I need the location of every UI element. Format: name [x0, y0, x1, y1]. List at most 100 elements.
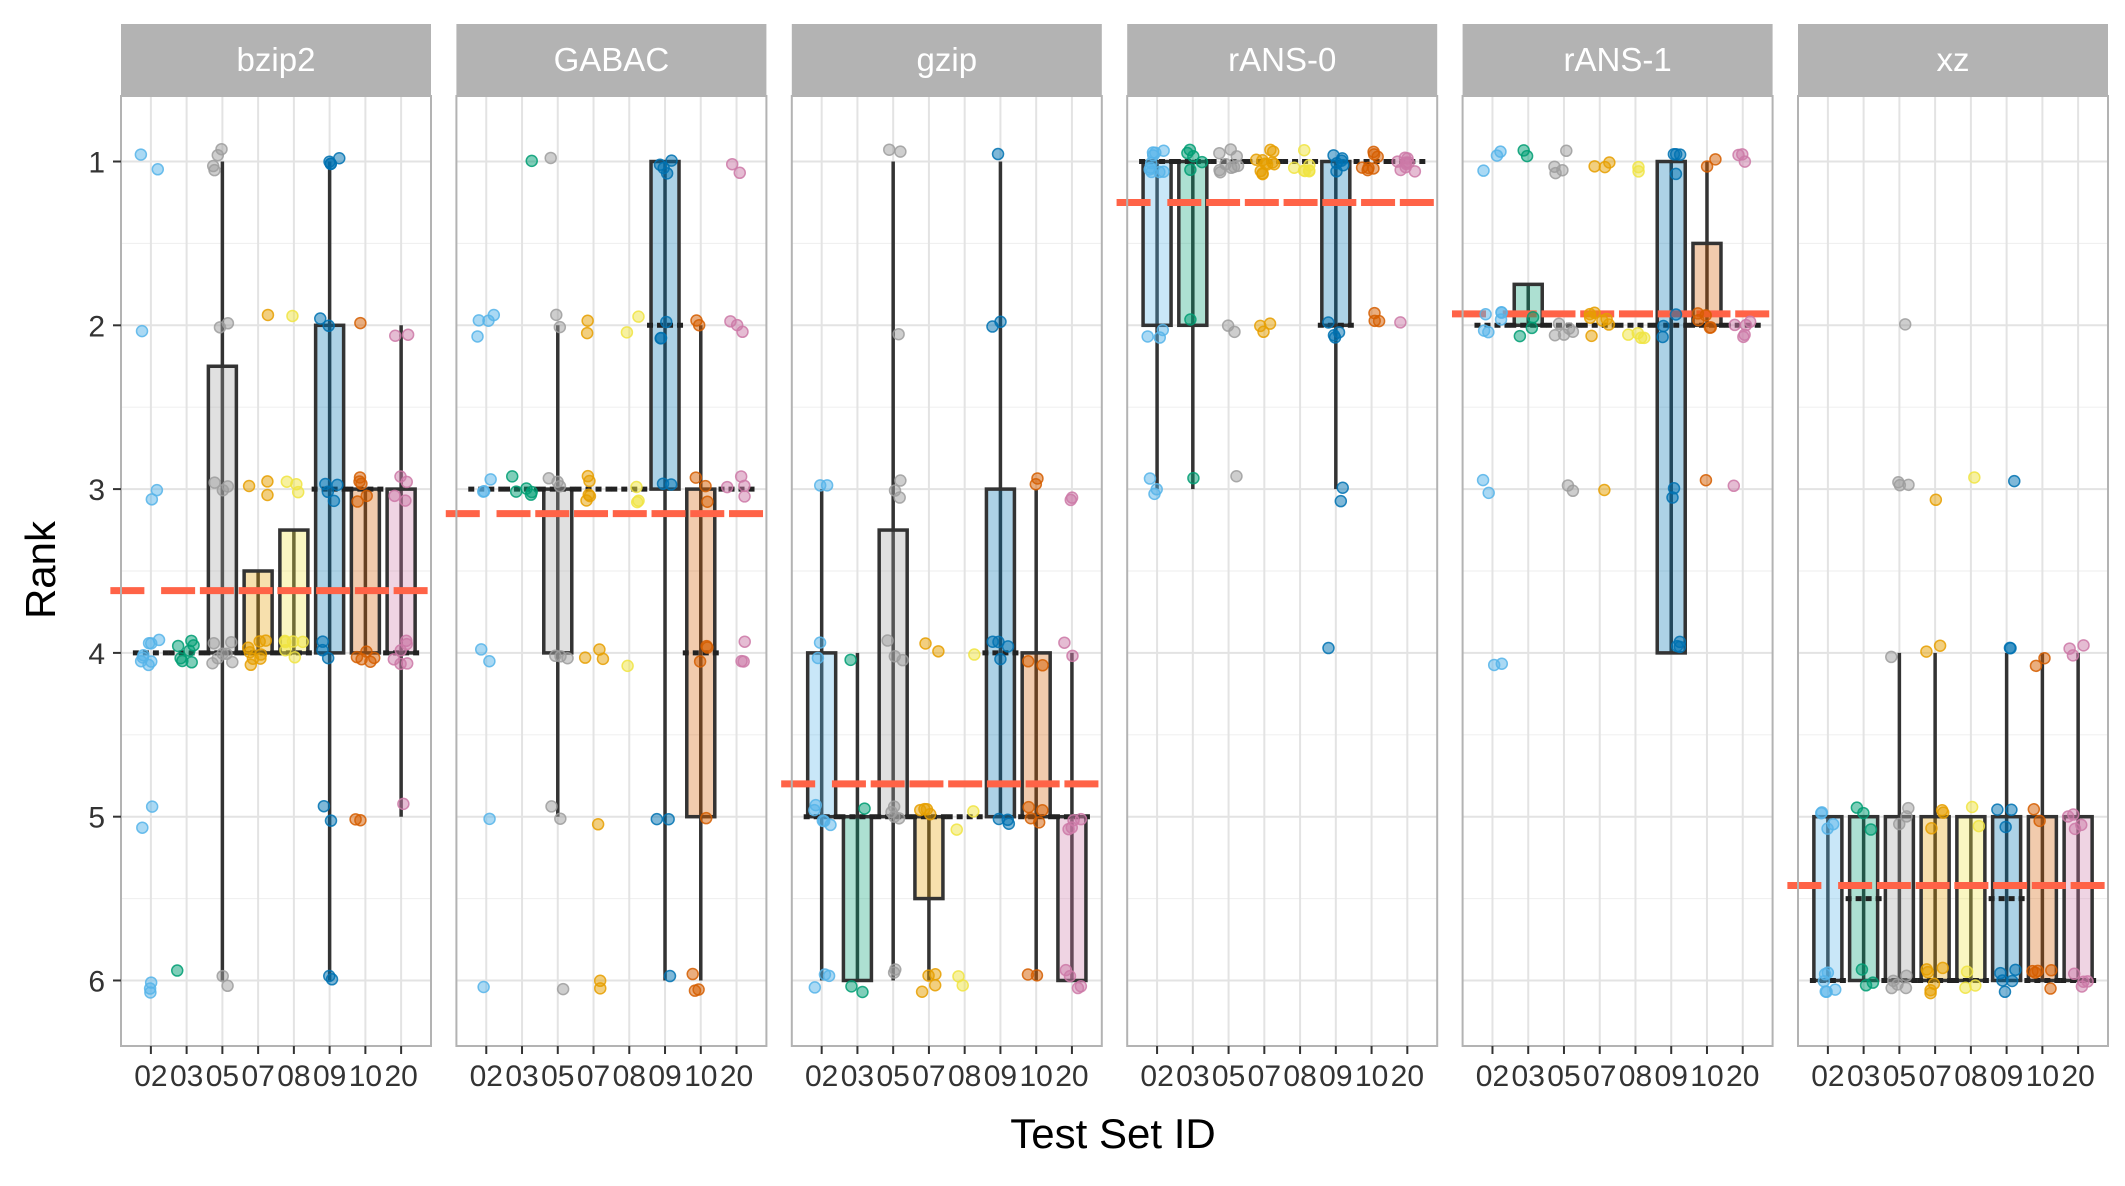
facet-strip-label: rANS-0 — [1228, 41, 1336, 78]
data-point — [994, 652, 1007, 666]
data-point — [242, 479, 256, 493]
panel-border — [1461, 95, 1774, 1047]
data-point — [351, 495, 364, 508]
data-point — [135, 324, 149, 338]
box — [877, 528, 909, 819]
data-point — [145, 493, 159, 506]
data-point — [1864, 823, 1878, 836]
panel-border — [455, 95, 768, 1047]
data-point — [477, 485, 491, 498]
panel-border — [120, 95, 432, 1047]
data-point — [2008, 474, 2021, 488]
data-point — [1820, 985, 1833, 999]
box — [1847, 814, 1880, 983]
data-point — [1482, 486, 1495, 500]
data-point — [1598, 483, 1611, 497]
data-point — [994, 315, 1007, 329]
x-tick-label: 03 — [841, 1060, 874, 1093]
data-point — [323, 969, 336, 983]
data-point — [1560, 144, 1573, 158]
data-point — [813, 636, 827, 649]
data-point — [1965, 800, 1979, 814]
data-point — [296, 635, 310, 649]
data-point — [701, 641, 714, 654]
data-point — [956, 979, 969, 992]
data-point — [145, 800, 159, 813]
data-point — [1322, 316, 1335, 329]
facet-strip-label: gzip — [917, 41, 978, 78]
data-point — [1700, 160, 1714, 173]
data-point — [321, 651, 335, 665]
x-tick-label: 08 — [1619, 1060, 1652, 1093]
data-point — [1322, 641, 1335, 655]
data-point — [883, 143, 896, 156]
data-point — [1960, 965, 1974, 979]
data-point — [215, 142, 228, 156]
data-point — [505, 470, 519, 483]
data-point — [1334, 494, 1348, 508]
data-point — [2009, 963, 2022, 977]
data-point — [662, 812, 675, 826]
box — [1655, 159, 1687, 655]
x-tick-label: 08 — [1954, 1060, 1987, 1093]
x-tick-label: 05 — [206, 1060, 239, 1093]
data-point — [319, 477, 332, 491]
data-point — [894, 474, 907, 487]
box — [913, 814, 945, 901]
data-point — [185, 634, 198, 648]
data-point — [1495, 306, 1508, 319]
box — [2062, 814, 2094, 983]
data-point — [1153, 331, 1167, 344]
data-point — [1482, 325, 1495, 339]
facet-panel-rans-0: rANS-0 02 03 05 07 08 09 10 20 — [1116, 24, 1439, 1093]
data-point — [355, 477, 368, 491]
data-point — [1327, 149, 1340, 162]
data-point — [630, 480, 643, 494]
box — [1056, 814, 1088, 983]
data-point — [1254, 164, 1267, 178]
x-tick-label: 08 — [277, 1060, 310, 1093]
data-point — [1924, 983, 1937, 997]
data-point — [327, 494, 341, 508]
y-tick-label: 6 — [88, 965, 105, 998]
facet-strip — [1127, 24, 1438, 96]
x-tick-label: 20 — [1055, 1060, 1088, 1093]
data-point — [1850, 801, 1864, 814]
facet-panel-bzip2: bzip2 02 03 05 07 08 09 10 20 — [110, 24, 432, 1093]
x-tick-label: 20 — [384, 1060, 417, 1093]
x-tick-label: 20 — [1391, 1060, 1424, 1093]
data-point — [2029, 659, 2043, 673]
data-point — [720, 480, 734, 494]
data-point — [400, 657, 414, 670]
panel-border — [1797, 95, 2109, 1047]
facet-strip-label: bzip2 — [237, 41, 316, 78]
y-tick-label: 4 — [88, 638, 105, 671]
data-point — [1669, 167, 1683, 181]
data-point — [1666, 491, 1679, 504]
data-point — [818, 968, 832, 981]
data-point — [1959, 981, 1972, 995]
data-point — [556, 982, 570, 996]
data-point — [487, 308, 501, 322]
data-point — [1821, 822, 1834, 835]
data-point — [2061, 810, 2075, 823]
data-point — [144, 637, 158, 650]
box — [206, 364, 239, 655]
data-point — [1673, 148, 1687, 161]
data-point — [738, 635, 751, 648]
data-point — [354, 316, 367, 330]
data-point — [400, 637, 413, 651]
data-point — [1297, 143, 1311, 157]
x-tick-label: 02 — [134, 1060, 167, 1093]
data-point — [1596, 314, 1609, 327]
data-point — [136, 821, 149, 834]
data-point — [520, 482, 533, 495]
data-point — [401, 328, 415, 341]
data-point — [2044, 982, 2057, 995]
data-point — [1477, 164, 1490, 177]
data-point — [1699, 473, 1713, 487]
x-tick-label: 10 — [349, 1060, 382, 1093]
panel-border — [1126, 95, 1439, 1047]
